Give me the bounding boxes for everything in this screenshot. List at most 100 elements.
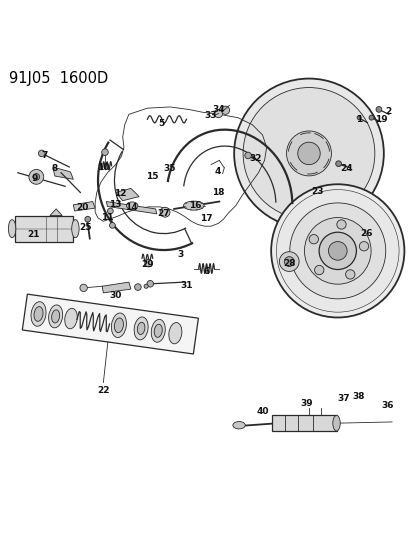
Text: 26: 26 bbox=[359, 229, 372, 238]
Text: 31: 31 bbox=[180, 280, 192, 289]
Ellipse shape bbox=[134, 317, 148, 340]
Circle shape bbox=[102, 149, 108, 156]
Text: 38: 38 bbox=[351, 392, 364, 400]
Ellipse shape bbox=[8, 220, 16, 238]
Text: 29: 29 bbox=[141, 260, 153, 269]
Circle shape bbox=[144, 284, 148, 288]
Circle shape bbox=[134, 284, 141, 290]
Circle shape bbox=[214, 109, 222, 118]
Ellipse shape bbox=[169, 322, 181, 344]
Circle shape bbox=[375, 107, 381, 112]
Text: 2: 2 bbox=[384, 107, 390, 116]
Circle shape bbox=[145, 260, 152, 267]
Polygon shape bbox=[106, 201, 157, 214]
Ellipse shape bbox=[31, 302, 46, 326]
Text: 13: 13 bbox=[109, 200, 122, 209]
Circle shape bbox=[147, 280, 153, 287]
Circle shape bbox=[276, 190, 398, 312]
Circle shape bbox=[309, 235, 318, 244]
Text: 22: 22 bbox=[97, 386, 109, 395]
Ellipse shape bbox=[183, 201, 204, 210]
Text: 33: 33 bbox=[204, 111, 216, 120]
Text: 4: 4 bbox=[214, 167, 220, 176]
Text: 17: 17 bbox=[199, 214, 212, 223]
Text: 37: 37 bbox=[337, 394, 349, 403]
Text: 28: 28 bbox=[282, 259, 295, 268]
Ellipse shape bbox=[126, 202, 138, 209]
Polygon shape bbox=[271, 415, 336, 431]
Ellipse shape bbox=[332, 415, 339, 431]
Text: 1: 1 bbox=[355, 115, 361, 124]
Circle shape bbox=[80, 284, 87, 292]
Text: 40: 40 bbox=[256, 407, 268, 416]
Circle shape bbox=[107, 208, 113, 214]
Text: 32: 32 bbox=[249, 154, 261, 163]
Ellipse shape bbox=[48, 305, 62, 328]
Text: 7: 7 bbox=[41, 151, 47, 160]
Text: 23: 23 bbox=[310, 187, 323, 196]
Circle shape bbox=[356, 116, 360, 120]
Circle shape bbox=[314, 265, 323, 274]
Text: 11: 11 bbox=[101, 214, 114, 222]
Circle shape bbox=[109, 222, 115, 228]
Text: 18: 18 bbox=[212, 188, 224, 197]
Text: 15: 15 bbox=[146, 172, 159, 181]
Ellipse shape bbox=[233, 422, 244, 429]
Polygon shape bbox=[102, 282, 131, 293]
Text: 27: 27 bbox=[157, 208, 170, 217]
Text: 12: 12 bbox=[113, 189, 126, 198]
Polygon shape bbox=[15, 215, 72, 242]
Circle shape bbox=[336, 220, 345, 229]
Text: 21: 21 bbox=[27, 230, 40, 239]
Text: 25: 25 bbox=[79, 222, 92, 231]
Text: 16: 16 bbox=[189, 201, 201, 210]
Text: 39: 39 bbox=[299, 399, 312, 408]
Polygon shape bbox=[50, 209, 62, 215]
Polygon shape bbox=[53, 167, 73, 179]
Circle shape bbox=[297, 142, 319, 165]
Circle shape bbox=[328, 241, 346, 260]
Polygon shape bbox=[115, 188, 139, 201]
Circle shape bbox=[242, 87, 374, 219]
Text: 10: 10 bbox=[97, 163, 109, 172]
Circle shape bbox=[234, 78, 383, 228]
Circle shape bbox=[345, 270, 354, 279]
Text: 5: 5 bbox=[158, 119, 164, 128]
Circle shape bbox=[318, 232, 356, 270]
Circle shape bbox=[368, 115, 373, 120]
Polygon shape bbox=[73, 201, 95, 211]
Circle shape bbox=[85, 216, 90, 222]
Ellipse shape bbox=[137, 322, 145, 335]
Text: 36: 36 bbox=[381, 401, 393, 410]
Circle shape bbox=[358, 241, 368, 251]
Text: 30: 30 bbox=[109, 291, 121, 300]
Circle shape bbox=[271, 184, 404, 318]
Text: 3: 3 bbox=[177, 251, 183, 260]
Ellipse shape bbox=[114, 318, 123, 333]
Ellipse shape bbox=[111, 313, 126, 337]
Text: 9: 9 bbox=[31, 174, 38, 183]
Circle shape bbox=[335, 161, 341, 167]
Circle shape bbox=[160, 207, 170, 217]
Text: 91J05  1600D: 91J05 1600D bbox=[9, 71, 108, 86]
Text: 14: 14 bbox=[125, 203, 137, 212]
Text: 6: 6 bbox=[202, 267, 209, 276]
Circle shape bbox=[289, 203, 385, 299]
Circle shape bbox=[244, 152, 251, 159]
Ellipse shape bbox=[71, 220, 79, 238]
Circle shape bbox=[33, 174, 40, 180]
Text: 8: 8 bbox=[52, 164, 58, 173]
Circle shape bbox=[286, 131, 331, 176]
Ellipse shape bbox=[154, 324, 162, 337]
Text: 20: 20 bbox=[76, 203, 89, 212]
Circle shape bbox=[221, 106, 229, 115]
Circle shape bbox=[38, 150, 45, 157]
Ellipse shape bbox=[64, 308, 77, 329]
Circle shape bbox=[29, 169, 44, 184]
Text: 35: 35 bbox=[163, 164, 175, 173]
Polygon shape bbox=[22, 294, 198, 354]
Text: 34: 34 bbox=[212, 105, 224, 114]
Text: 19: 19 bbox=[375, 115, 387, 124]
Circle shape bbox=[284, 256, 294, 266]
Text: 24: 24 bbox=[339, 164, 352, 173]
